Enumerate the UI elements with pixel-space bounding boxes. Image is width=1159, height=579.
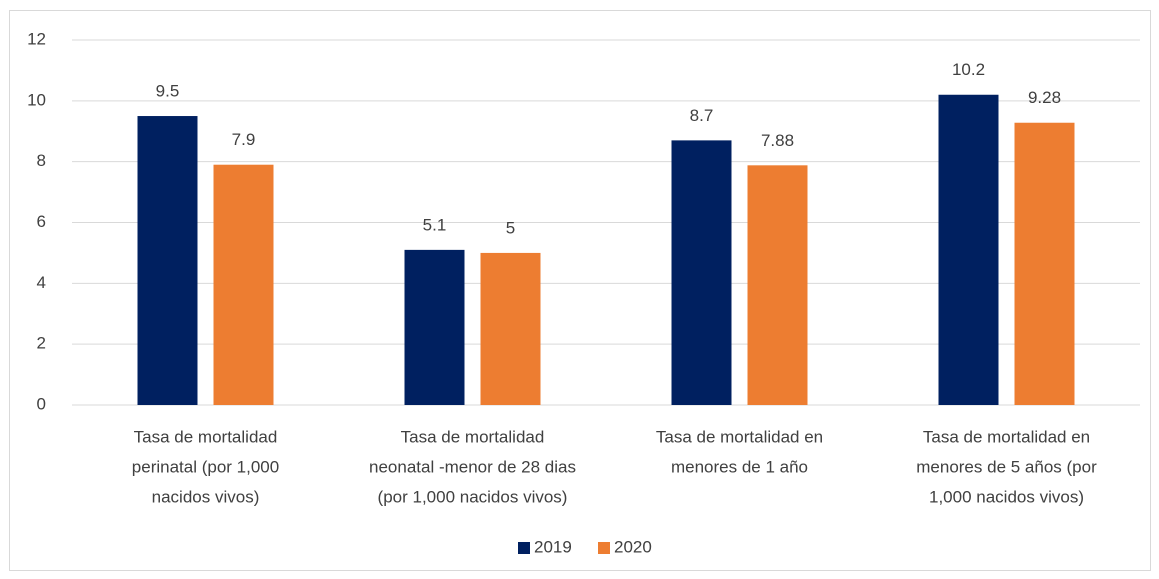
- legend-label: 2020: [614, 537, 652, 556]
- data-label: 9.5: [156, 82, 180, 101]
- x-tick-label: Tasa de mortalidad en: [923, 427, 1090, 446]
- data-label: 9.28: [1028, 88, 1061, 107]
- bar: [404, 249, 465, 405]
- y-tick-label: 10: [27, 90, 46, 109]
- x-tick-label: neonatal -menor de 28 dias: [369, 457, 576, 476]
- x-tick-label: menores de 5 años (por: [916, 457, 1097, 476]
- data-label: 5.1: [423, 215, 447, 234]
- legend-label: 2019: [534, 537, 572, 556]
- x-tick-label: menores de 1 año: [671, 457, 808, 476]
- x-tick-label: (por 1,000 nacidos vivos): [378, 487, 568, 506]
- data-label: 8.7: [690, 106, 714, 125]
- bar: [671, 140, 732, 405]
- bar: [1014, 122, 1075, 405]
- y-tick-label: 6: [37, 212, 46, 231]
- x-tick-label: 1,000 nacidos vivos): [929, 487, 1084, 506]
- bar: [938, 94, 999, 405]
- bar: [747, 165, 808, 405]
- data-label: 7.9: [232, 130, 256, 149]
- x-tick-label: Tasa de mortalidad: [401, 427, 545, 446]
- y-tick-label: 8: [37, 151, 46, 170]
- y-tick-label: 4: [37, 273, 46, 292]
- x-tick-label: Tasa de mortalidad: [134, 427, 278, 446]
- legend-swatch: [518, 542, 530, 554]
- x-tick-label: Tasa de mortalidad en: [656, 427, 823, 446]
- bar: [213, 164, 274, 405]
- data-label: 5: [506, 218, 515, 237]
- bar: [480, 252, 541, 405]
- y-tick-label: 12: [27, 29, 46, 48]
- x-tick-label: nacidos vivos): [152, 487, 260, 506]
- legend-swatch: [598, 542, 610, 554]
- data-label: 7.88: [761, 131, 794, 150]
- x-tick-label: perinatal (por 1,000: [132, 457, 279, 476]
- y-tick-label: 2: [37, 334, 46, 353]
- bar: [137, 116, 198, 406]
- y-tick-label: 0: [37, 394, 46, 413]
- data-label: 10.2: [952, 60, 985, 79]
